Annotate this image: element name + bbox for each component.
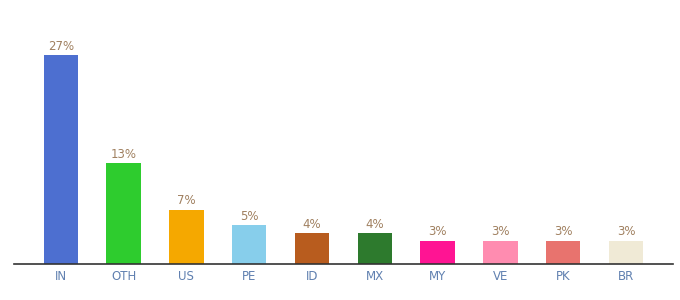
Text: 3%: 3% [428, 226, 447, 238]
Text: 13%: 13% [111, 148, 137, 161]
Bar [420, 241, 455, 264]
Bar [169, 210, 204, 264]
Text: 7%: 7% [177, 194, 196, 208]
Bar [483, 241, 517, 264]
Bar [232, 225, 267, 264]
Text: 5%: 5% [240, 210, 258, 223]
Text: 27%: 27% [48, 40, 74, 52]
Text: 4%: 4% [303, 218, 322, 231]
Bar [546, 241, 581, 264]
Bar [44, 55, 78, 264]
Text: 3%: 3% [554, 226, 573, 238]
Text: 3%: 3% [617, 226, 635, 238]
Bar [609, 241, 643, 264]
Bar [106, 164, 141, 264]
Text: 3%: 3% [491, 226, 509, 238]
Text: 4%: 4% [365, 218, 384, 231]
Bar [358, 233, 392, 264]
Bar [294, 233, 329, 264]
